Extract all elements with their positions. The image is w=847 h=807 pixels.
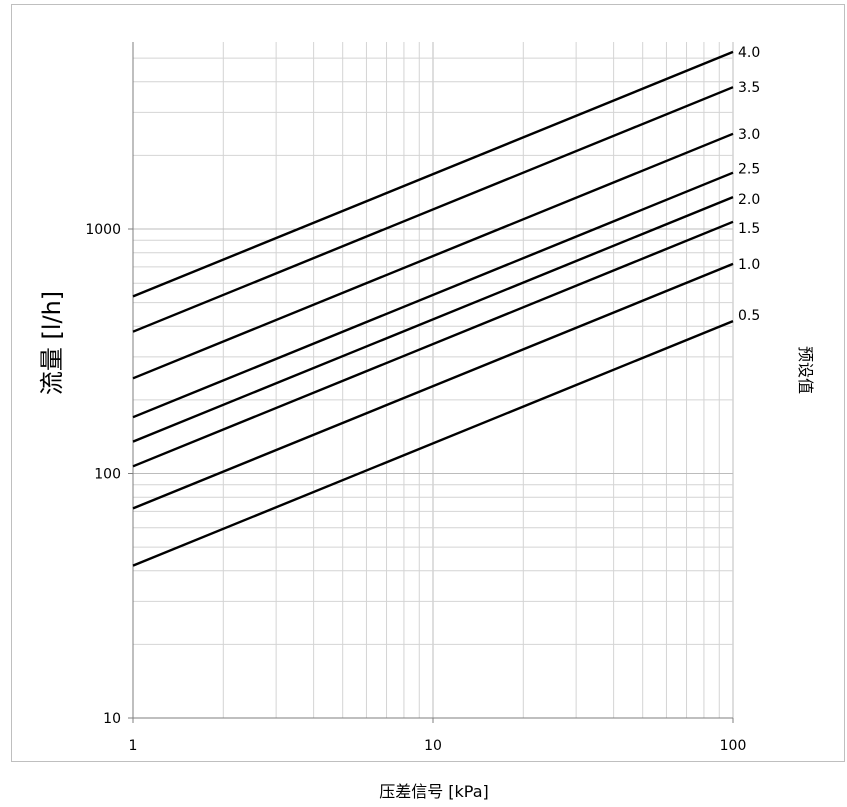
chart-frame — [11, 4, 845, 762]
grid — [132, 42, 734, 719]
series-label-0-5: 0.5 — [738, 308, 760, 324]
series-line-2-5 — [132, 171, 734, 419]
series-label-2-0: 2.0 — [738, 192, 760, 208]
series-label-1-5: 1.5 — [738, 221, 760, 237]
y-axis-title: 流量 [l/h] — [38, 291, 66, 395]
series-label-3-5: 3.5 — [738, 80, 760, 96]
x-tick-label: 10 — [424, 738, 442, 754]
series-line-0-5 — [132, 319, 734, 567]
x-axis-title: 压差信号 [kPa] — [379, 782, 489, 801]
series-line-3-5 — [132, 86, 734, 333]
series-line-1-0 — [132, 262, 734, 510]
series-line-3-0 — [132, 132, 734, 380]
series-labels: 4.0 3.5 3.0 2.5 2.0 1.5 1.0 0.5 — [738, 45, 760, 324]
series-line-2-0 — [132, 195, 734, 443]
axes — [128, 42, 734, 723]
tick-labels: 1 10 100 10 100 1000 — [85, 222, 746, 754]
series-line-4-0 — [132, 50, 734, 298]
series-axis-title: 预设值 — [796, 346, 815, 394]
series-label-1-0: 1.0 — [738, 257, 760, 273]
series-label-4-0: 4.0 — [738, 45, 760, 61]
series-label-2-5: 2.5 — [738, 162, 760, 178]
x-tick-label: 1 — [129, 738, 138, 754]
series-label-3-0: 3.0 — [738, 127, 760, 143]
x-tick-label: 100 — [720, 738, 747, 754]
y-tick-label: 10 — [103, 711, 121, 727]
series-lines — [132, 50, 734, 567]
y-tick-label: 100 — [94, 467, 121, 483]
y-tick-label: 1000 — [85, 222, 121, 238]
series-line-1-5 — [132, 220, 734, 468]
